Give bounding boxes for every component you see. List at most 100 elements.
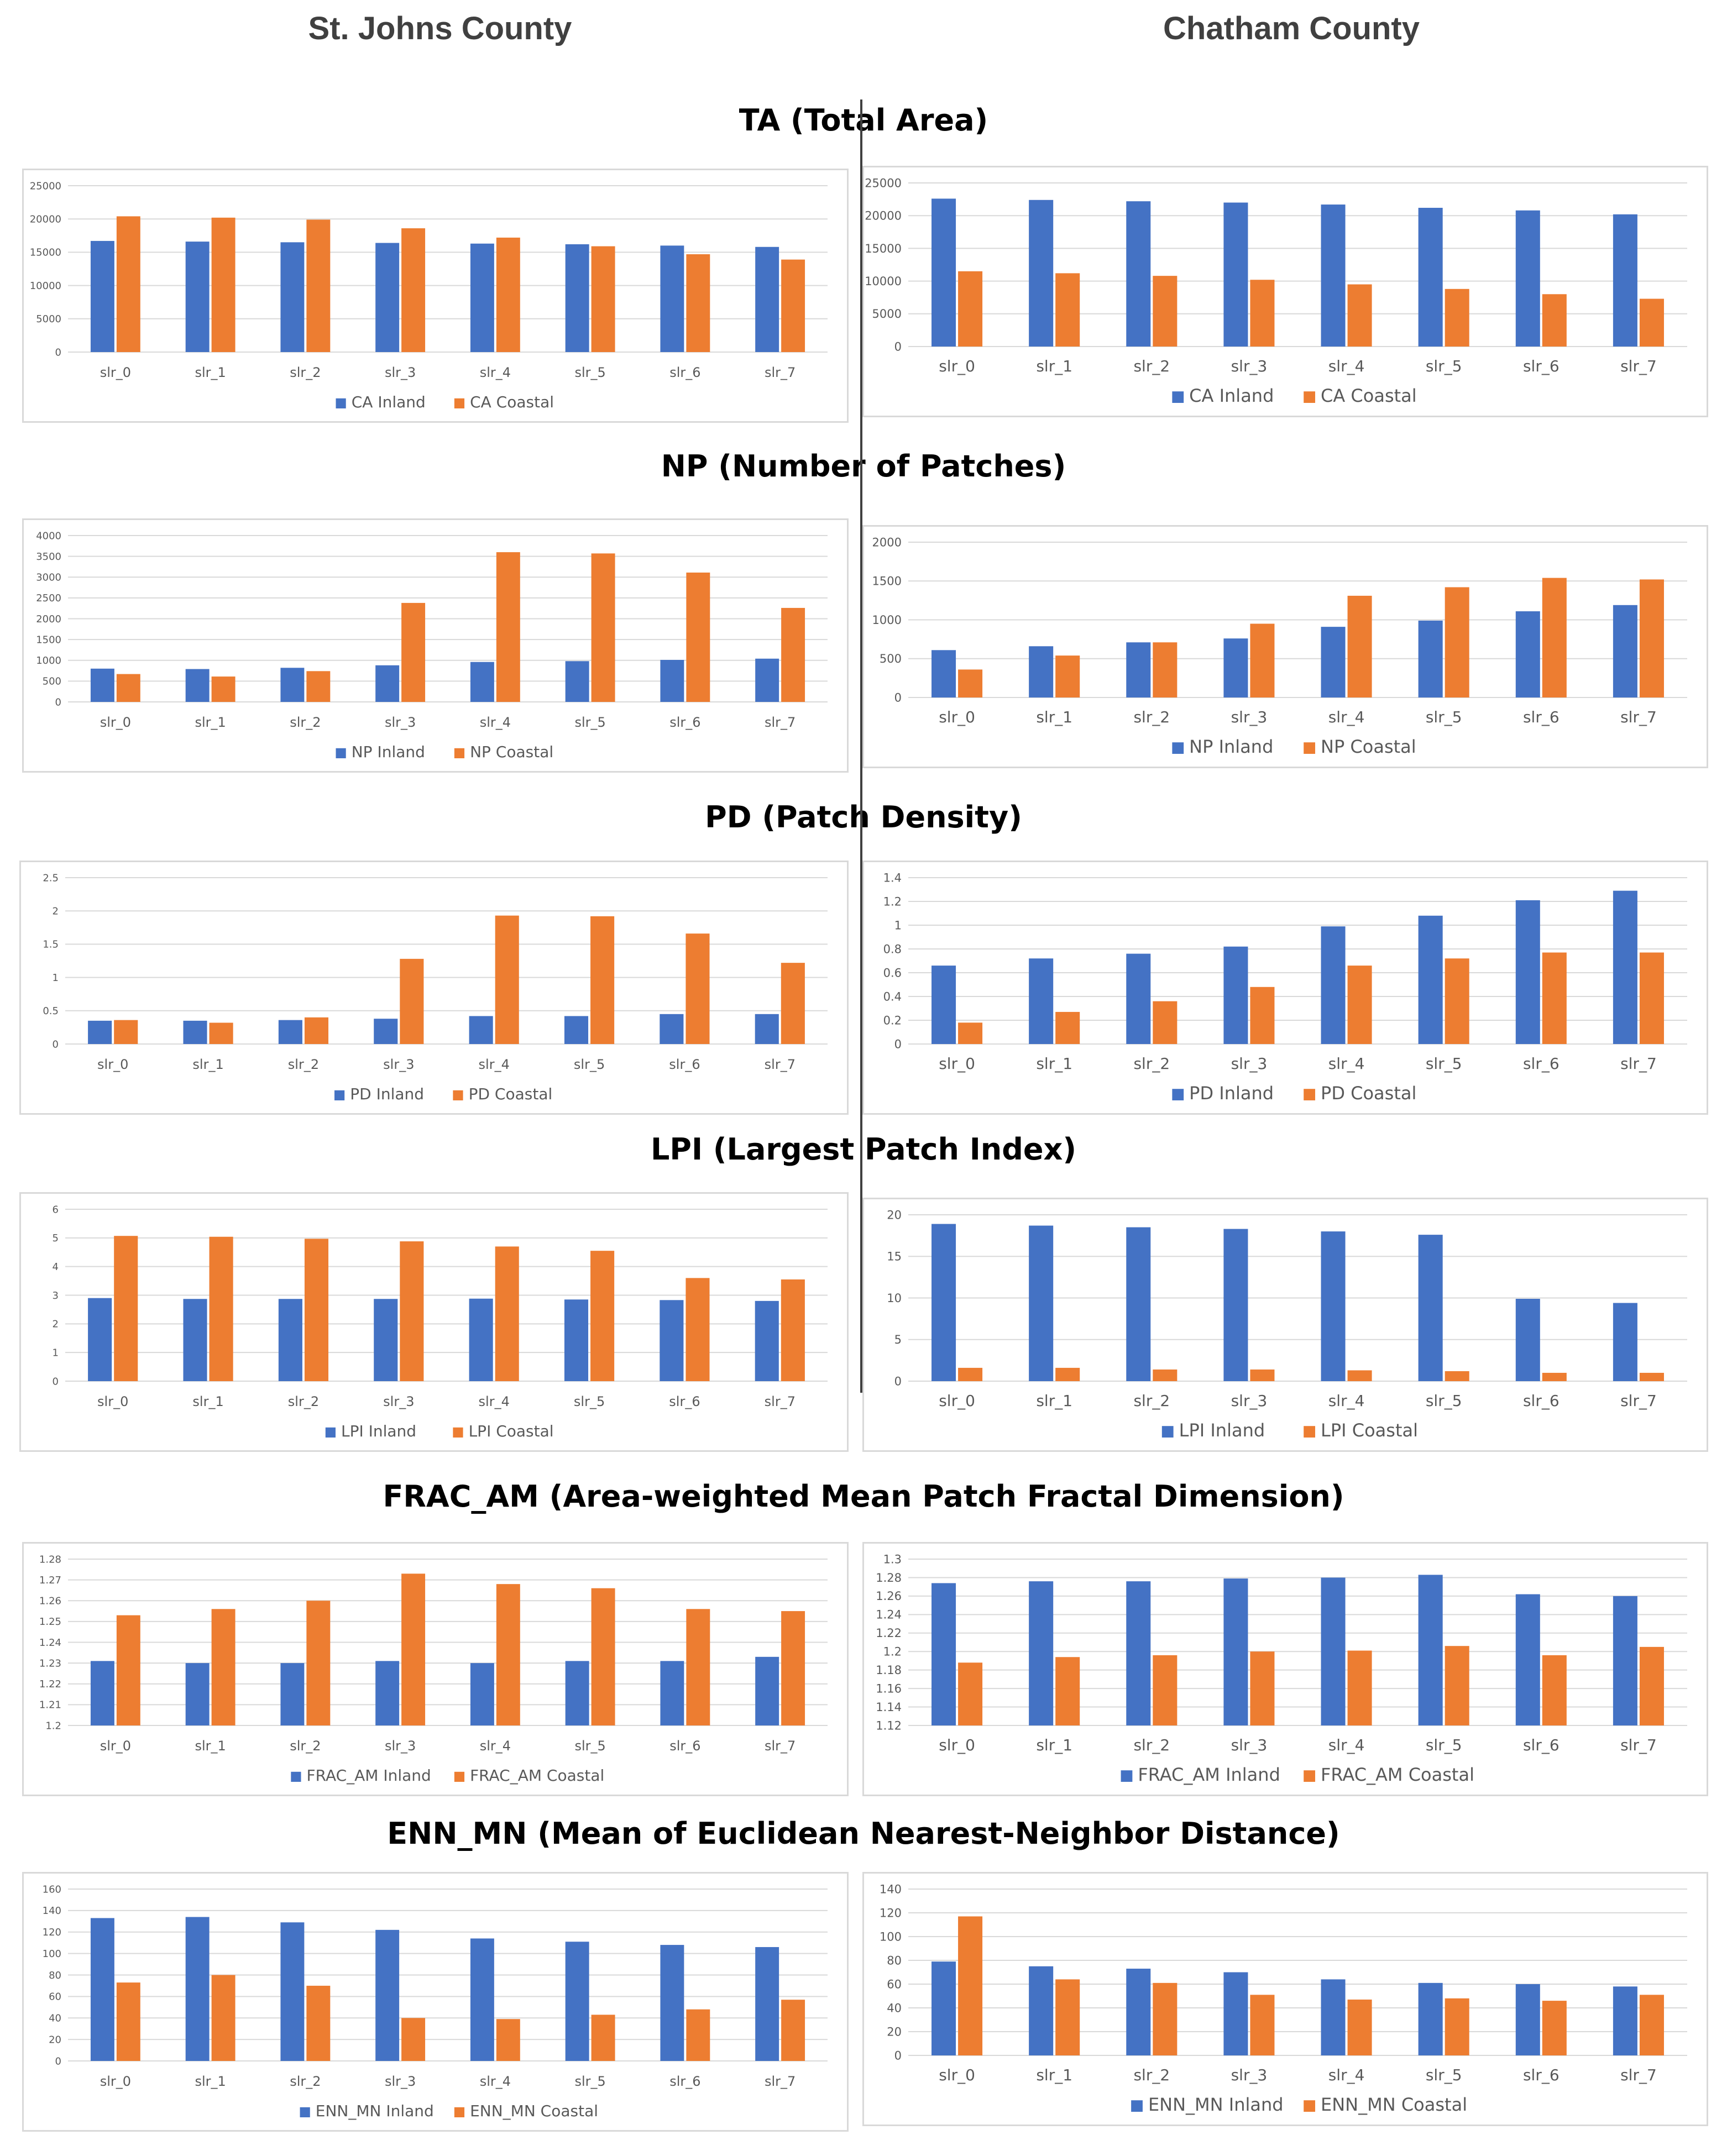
x-tick-label: slr_3 [1231,708,1268,726]
bar-inland [1126,201,1151,347]
bar-coastal [781,607,805,702]
x-tick-label: slr_5 [574,1738,605,1754]
x-tick-label: slr_4 [480,1738,511,1754]
bar-coastal [958,1367,983,1381]
legend-label-coastal: NP Coastal [1321,736,1416,757]
bar-coastal [1542,1372,1567,1381]
y-tick-label: 1.4 [883,871,902,884]
bar-inland [1321,1979,1346,2055]
legend-swatch-coastal [1304,2100,1316,2112]
bar-coastal [1445,1646,1469,1725]
bar-coastal [958,1916,983,2055]
bar-inland [90,1918,114,2061]
x-tick-label: slr_5 [574,365,605,380]
y-tick-label: 1000 [36,655,61,667]
bar-inland [470,243,494,352]
x-tick-label: slr_3 [385,715,416,730]
bar-coastal [304,1239,329,1381]
legend-swatch-inland [334,1090,345,1100]
bar-inland [565,1661,589,1725]
chart-enn-chatham: 0 20 40 60 80 100 120 140 slr_0 slr_1 slr_2 slr_3 sl… [880,1882,1687,2115]
bar-inland [660,1661,684,1725]
y-tick-label: 15 [887,1250,902,1263]
y-tick-label: 20 [49,2034,61,2045]
legend-label-coastal: PD Coastal [469,1085,553,1103]
bar-coastal [958,669,983,697]
bar-coastal [685,933,710,1044]
bar-coastal [116,674,140,702]
bar-coastal [306,1601,331,1725]
x-tick-label: slr_4 [480,715,511,730]
legend-label-inland: CA Inland [1189,385,1274,406]
bar-coastal [495,915,519,1044]
y-tick-label: 25000 [865,176,902,190]
y-tick-label: 120 [43,1927,61,1938]
bar-coastal [209,1236,233,1381]
bar-coastal [116,1982,140,2061]
legend-swatch-coastal [1304,1770,1316,1782]
bar-inland [565,661,589,702]
y-tick-label: 1.26 [876,1590,902,1603]
bar-inland [1418,620,1443,697]
bar-inland [1126,1969,1151,2055]
legend-swatch-coastal [1304,1089,1316,1100]
bar-coastal [1250,987,1275,1044]
x-tick-label: slr_2 [288,1057,319,1072]
x-tick-label: slr_3 [1231,357,1268,375]
bar-inland [1029,1225,1054,1381]
y-tick-label: 1.2 [883,895,902,908]
bar-coastal [781,1611,805,1725]
bar-inland [1321,627,1346,697]
y-tick-label: 20 [887,1208,902,1221]
section-title-enn: ENN_MN (Mean of Euclidean Nearest-Neighb… [387,1816,1340,1851]
x-tick-label: slr_0 [939,1736,975,1754]
bar-coastal [686,572,710,702]
y-tick-label: 160 [43,1884,61,1895]
y-tick-label: 0 [53,1038,59,1050]
bar-inland [931,1583,956,1725]
bar-coastal [591,553,615,702]
bar-coastal [1347,1999,1372,2055]
x-tick-label: slr_7 [765,715,796,730]
legend-swatch-inland [1172,391,1184,403]
y-tick-label: 0 [894,2049,902,2062]
bar-inland [1515,210,1540,347]
y-tick-label: 1.3 [883,1552,902,1566]
bar-coastal [686,254,710,352]
bar-coastal [1250,280,1275,347]
x-tick-label: slr_1 [1036,1392,1072,1410]
x-tick-label: slr_1 [1036,1055,1072,1073]
legend-swatch-coastal [454,398,465,408]
county-divider [860,99,862,1393]
bar-inland [1515,611,1540,697]
y-tick-label: 5 [53,1232,59,1244]
x-tick-label: slr_5 [1426,1392,1462,1410]
bar-inland [755,1947,779,2061]
bar-inland [755,658,779,702]
bar-coastal [401,228,426,352]
bar-inland [1321,204,1346,347]
bar-inland [278,1020,302,1044]
bar-coastal [1153,1369,1178,1381]
bar-coastal [591,246,615,352]
bar-inland [931,198,956,347]
bar-inland [88,1020,112,1044]
bar-inland [755,1014,779,1044]
legend-swatch-coastal [453,1427,463,1438]
x-tick-label: slr_6 [669,715,700,730]
bar-inland [374,1299,398,1381]
legend-label-coastal: LPI Coastal [1321,1420,1418,1441]
y-tick-label: 1.25 [39,1616,61,1628]
bar-coastal [781,2000,805,2061]
x-tick-label: slr_1 [192,1057,223,1072]
bar-inland [185,242,210,352]
y-tick-label: 1.22 [876,1627,902,1640]
x-tick-label: slr_0 [97,1394,128,1409]
x-tick-label: slr_5 [1426,2066,1462,2084]
bar-inland [1418,207,1443,347]
chart-enn-stjohns: 0 20 40 60 80 100 120 140 160 slr_0 slr_1 slr_2 slr_… [43,1884,828,2120]
y-tick-label: 1.24 [39,1637,61,1649]
bar-coastal [590,916,615,1044]
y-tick-label: 4 [53,1261,59,1273]
x-tick-label: slr_4 [1328,1392,1365,1410]
